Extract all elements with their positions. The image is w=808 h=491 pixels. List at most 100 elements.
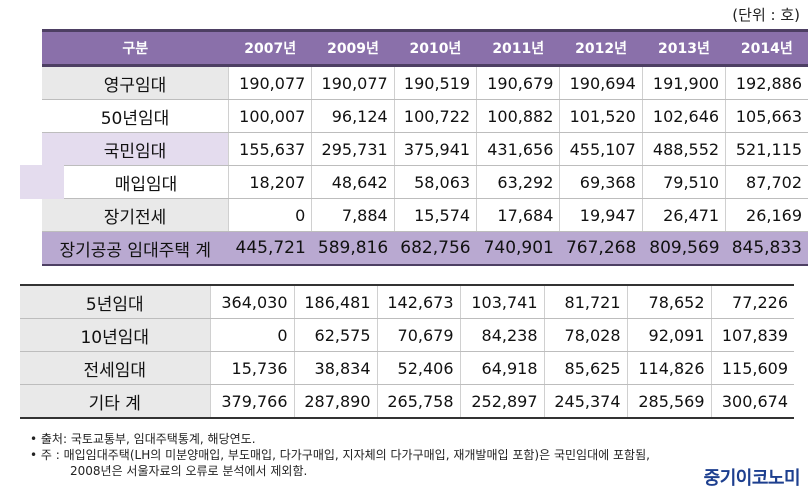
row-label: 국민임대 [42,132,229,166]
value-cell: 87,702 [725,165,808,199]
header-2007: 2007년 [228,29,312,67]
note-remark-cont: 2008년은 서울자료의 오류로 분석에서 제외함. [70,464,308,478]
value-cell: 845,833 [725,231,808,266]
value-cell: 70,679 [376,318,460,352]
table-row: 매입임대 18,207 48,642 58,063 63,292 69,368 79,510… [20,165,808,199]
row-label: 장기공공 임대주택 계 [42,231,229,266]
value-cell: 375,941 [393,132,477,166]
value-cell: 100,722 [393,99,477,133]
value-cell: 252,897 [459,384,544,419]
value-cell: 58,063 [393,165,477,199]
rental-housing-table-long-term: 구분 2007년 2009년 2010년 2011년 2012년 2013년 2… [20,29,808,266]
value-cell: 48,642 [311,165,395,199]
publisher-logo: 중기이코노미 [703,468,801,489]
value-cell: 78,652 [626,284,711,319]
value-cell: 92,091 [626,318,711,352]
value-cell: 431,656 [476,132,560,166]
value-cell: 84,238 [459,318,544,352]
table-row: 전세임대 15,736 38,834 52,406 64,918 85,625 114,82… [20,351,794,385]
value-cell: 740,901 [476,231,560,266]
table-header-row: 구분 2007년 2009년 2010년 2011년 2012년 2013년 2… [42,29,808,67]
value-cell: 0 [209,318,294,352]
value-cell: 115,609 [710,351,794,385]
value-cell: 26,471 [641,198,726,232]
value-cell: 364,030 [209,284,294,319]
header-2011: 2011년 [476,29,560,67]
value-cell: 52,406 [376,351,460,385]
row-label: 50년임대 [42,99,229,133]
note-source: • 출처: 국토교통부, 임대주택통계, 해당연도. [30,432,256,446]
value-cell: 79,510 [641,165,726,199]
row-label: 전세임대 [20,351,210,385]
header-2012: 2012년 [559,29,643,67]
value-cell: 18,207 [228,165,312,199]
value-cell: 62,575 [293,318,377,352]
value-cell: 455,107 [559,132,643,166]
table-row: 5년임대 364,030 186,481 142,673 103,741 81,721 78… [20,284,794,319]
header-2013: 2013년 [642,29,726,67]
value-cell: 300,674 [710,384,794,419]
row-label: 장기전세 [42,198,229,232]
row-label: 매입임대 [20,165,229,199]
value-cell: 96,124 [311,99,395,133]
row-label: 5년임대 [20,284,210,319]
value-cell: 77,226 [710,284,794,319]
value-cell: 15,574 [393,198,477,232]
row-label: 10년임대 [20,318,210,352]
rental-housing-table-other: 5년임대 364,030 186,481 142,673 103,741 81,721 78… [20,284,794,419]
value-cell: 15,736 [209,351,294,385]
value-cell: 190,077 [228,65,312,100]
value-cell: 682,756 [394,231,477,266]
value-cell: 81,721 [543,284,627,319]
value-cell: 38,834 [293,351,377,385]
value-cell: 100,007 [228,99,312,133]
value-cell: 809,569 [642,231,726,266]
value-cell: 102,646 [641,99,726,133]
header-2010: 2010년 [394,29,477,67]
value-cell: 0 [228,198,312,232]
value-cell: 103,741 [459,284,544,319]
table-row: 50년임대 100,007 96,124 100,722 100,882 101,520 1… [42,99,808,133]
value-cell: 26,169 [725,198,808,232]
value-cell: 521,115 [725,132,808,166]
value-cell: 190,694 [559,65,643,100]
value-cell: 186,481 [293,284,377,319]
table-row: 장기전세 0 7,884 15,574 17,684 19,947 26,471 26,169 [42,198,808,232]
value-cell: 85,625 [543,351,627,385]
table-row: 영구임대 190,077 190,077 190,519 190,679 190,694 1… [42,65,808,100]
row-label: 기타 계 [20,384,210,419]
header-category: 구분 [42,29,229,67]
value-cell: 445,721 [228,231,312,266]
value-cell: 190,519 [393,65,477,100]
value-cell: 285,569 [626,384,711,419]
value-cell: 142,673 [376,284,460,319]
value-cell: 100,882 [476,99,560,133]
row-label: 영구임대 [42,65,229,100]
value-cell: 114,826 [626,351,711,385]
value-cell: 191,900 [641,65,726,100]
note-remark: • 주 : 매입임대주택(LH의 미분양매입, 부도매입, 다가구매입, 지자체… [30,448,650,462]
value-cell: 105,663 [725,99,808,133]
table-row: 10년임대 0 62,575 70,679 84,238 78,028 92,091 107,… [20,318,794,352]
value-cell: 589,816 [311,231,395,266]
value-cell: 295,731 [311,132,395,166]
value-cell: 78,028 [543,318,627,352]
value-cell: 767,268 [559,231,643,266]
value-cell: 19,947 [559,198,643,232]
value-cell: 155,637 [228,132,312,166]
value-cell: 190,077 [311,65,395,100]
value-cell: 107,839 [710,318,794,352]
header-2009: 2009년 [311,29,395,67]
value-cell: 488,552 [641,132,726,166]
table-row: 기타 계 379,766 287,890 265,758 252,897 245,374 2… [20,384,794,419]
footnotes: • 출처: 국토교통부, 임대주택통계, 해당연도. • 주 : 매입임대주택(… [30,431,650,479]
value-cell: 379,766 [209,384,294,419]
value-cell: 63,292 [476,165,560,199]
value-cell: 7,884 [311,198,395,232]
value-cell: 17,684 [476,198,560,232]
value-cell: 64,918 [459,351,544,385]
value-cell: 265,758 [376,384,460,419]
value-cell: 69,368 [559,165,643,199]
value-cell: 190,679 [476,65,560,100]
value-cell: 101,520 [559,99,643,133]
